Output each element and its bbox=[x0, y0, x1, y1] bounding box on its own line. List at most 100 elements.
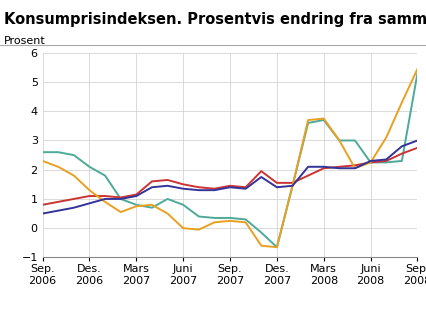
KPI-JA bbox=[40, 159, 45, 163]
KPI-JE bbox=[259, 169, 264, 173]
KPI-JAE bbox=[150, 185, 155, 189]
Line: KPI-JA: KPI-JA bbox=[43, 69, 417, 247]
KPI-JAE bbox=[259, 175, 264, 179]
KPI bbox=[368, 160, 373, 164]
KPI-JAE bbox=[212, 188, 217, 192]
KPI-JAE bbox=[290, 184, 295, 188]
KPI-JE bbox=[384, 159, 389, 163]
KPI bbox=[384, 160, 389, 164]
KPI-JA bbox=[415, 67, 420, 71]
KPI-JA bbox=[212, 220, 217, 224]
KPI bbox=[321, 118, 326, 122]
KPI-JE bbox=[103, 194, 108, 198]
KPI bbox=[196, 214, 201, 218]
KPI-JA bbox=[196, 228, 201, 232]
KPI-JAE bbox=[352, 166, 357, 170]
Line: KPI-JAE: KPI-JAE bbox=[43, 141, 417, 214]
KPI-JAE bbox=[165, 184, 170, 188]
KPI bbox=[103, 174, 108, 178]
KPI-JE bbox=[87, 194, 92, 198]
KPI-JE bbox=[118, 195, 123, 199]
KPI bbox=[40, 150, 45, 154]
KPI bbox=[290, 184, 295, 188]
KPI-JE bbox=[40, 203, 45, 207]
KPI-JAE bbox=[321, 165, 326, 169]
KPI-JA bbox=[118, 210, 123, 214]
KPI-JA bbox=[87, 188, 92, 192]
KPI bbox=[71, 153, 76, 157]
KPI bbox=[274, 245, 279, 249]
KPI-JE bbox=[150, 180, 155, 183]
KPI-JE bbox=[196, 185, 201, 189]
KPI-JE bbox=[227, 184, 233, 188]
KPI-JA bbox=[134, 204, 139, 208]
KPI bbox=[150, 206, 155, 210]
KPI-JA bbox=[56, 165, 61, 169]
KPI-JE bbox=[337, 165, 342, 169]
KPI bbox=[415, 71, 420, 75]
KPI-JE bbox=[399, 152, 404, 156]
KPI-JA bbox=[103, 200, 108, 204]
KPI-JA bbox=[227, 219, 233, 223]
KPI-JAE bbox=[118, 197, 123, 201]
KPI-JA bbox=[290, 184, 295, 188]
KPI-JE bbox=[290, 181, 295, 185]
KPI-JAE bbox=[368, 159, 373, 163]
KPI-JA bbox=[71, 174, 76, 178]
KPI bbox=[243, 217, 248, 221]
KPI-JA bbox=[181, 226, 186, 230]
KPI-JAE bbox=[56, 209, 61, 213]
KPI-JA bbox=[274, 245, 279, 249]
KPI-JAE bbox=[399, 144, 404, 148]
KPI-JAE bbox=[196, 188, 201, 192]
KPI-JA bbox=[399, 101, 404, 105]
KPI bbox=[227, 216, 233, 220]
KPI-JA bbox=[321, 116, 326, 120]
Text: Konsumprisindeksen. Prosentvis endring fra samme måned året før: Konsumprisindeksen. Prosentvis endring f… bbox=[4, 10, 426, 27]
KPI-JA bbox=[305, 118, 311, 122]
KPI-JAE bbox=[384, 157, 389, 161]
KPI-JAE bbox=[415, 139, 420, 143]
Line: KPI-JE: KPI-JE bbox=[43, 148, 417, 205]
KPI-JE bbox=[321, 166, 326, 170]
KPI-JE bbox=[212, 187, 217, 191]
KPI bbox=[118, 197, 123, 201]
KPI-JE bbox=[56, 200, 61, 204]
KPI bbox=[165, 197, 170, 201]
KPI bbox=[337, 139, 342, 143]
KPI-JE bbox=[181, 182, 186, 186]
KPI-JA bbox=[337, 139, 342, 143]
KPI-JAE bbox=[134, 194, 139, 198]
KPI-JAE bbox=[243, 187, 248, 191]
KPI-JE bbox=[243, 185, 248, 189]
KPI-JA bbox=[150, 203, 155, 207]
KPI bbox=[212, 216, 217, 220]
KPI-JA bbox=[165, 212, 170, 215]
KPI-JE bbox=[274, 181, 279, 185]
KPI bbox=[259, 231, 264, 235]
KPI-JA bbox=[243, 220, 248, 224]
KPI bbox=[87, 165, 92, 169]
KPI-JAE bbox=[87, 201, 92, 205]
KPI-JAE bbox=[181, 187, 186, 191]
KPI-JE bbox=[134, 193, 139, 197]
KPI bbox=[352, 139, 357, 143]
KPI-JAE bbox=[305, 165, 311, 169]
KPI-JA bbox=[384, 136, 389, 140]
KPI-JA bbox=[259, 244, 264, 248]
Text: Prosent: Prosent bbox=[4, 36, 46, 46]
KPI-JE bbox=[352, 163, 357, 167]
KPI-JE bbox=[305, 174, 311, 178]
KPI-JAE bbox=[103, 197, 108, 201]
KPI-JAE bbox=[274, 185, 279, 189]
KPI-JAE bbox=[227, 185, 233, 189]
KPI bbox=[134, 203, 139, 207]
KPI bbox=[56, 150, 61, 154]
KPI bbox=[305, 121, 311, 125]
KPI-JA bbox=[352, 166, 357, 170]
Line: KPI: KPI bbox=[43, 73, 417, 247]
KPI-JAE bbox=[71, 206, 76, 210]
KPI bbox=[399, 159, 404, 163]
KPI bbox=[181, 203, 186, 207]
KPI-JA bbox=[368, 160, 373, 164]
